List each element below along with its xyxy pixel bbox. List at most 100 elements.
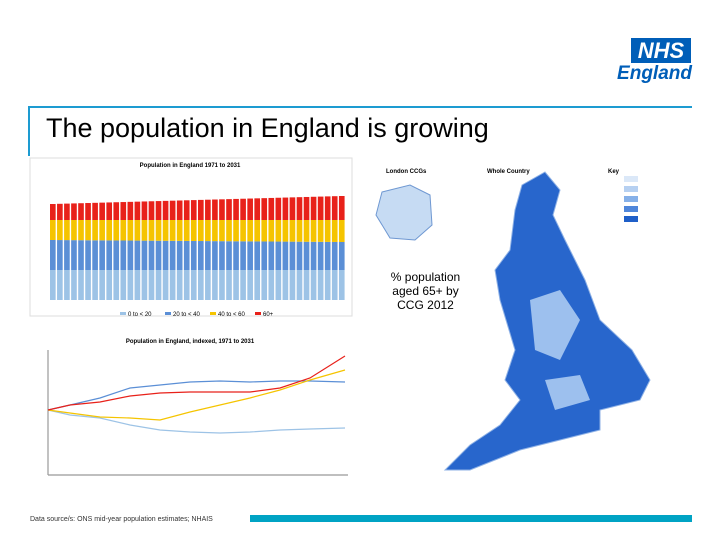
bar-segment	[162, 270, 169, 300]
bar-segment	[92, 220, 98, 241]
map-panel-label: London CCGs	[386, 169, 427, 175]
legend-label: 60+	[263, 312, 274, 318]
logo-mark: NHS	[631, 38, 691, 63]
bar-segment	[219, 199, 225, 220]
legend: 0 to < 20 20 to < 40 40 to < 60 60+	[120, 312, 274, 318]
bar-segment	[275, 220, 282, 242]
bar-segment	[275, 241, 282, 270]
bar-segment	[324, 270, 331, 300]
bar-segment	[169, 220, 176, 241]
bar-segment	[233, 220, 239, 242]
bar-segment	[205, 220, 211, 242]
legend-swatch	[255, 312, 261, 315]
bar-segment	[71, 220, 77, 241]
bar-segment	[155, 240, 162, 270]
bar-segment	[324, 196, 331, 220]
bar-segment	[261, 241, 268, 270]
bar-segment	[92, 202, 98, 220]
bar-segment	[190, 270, 197, 300]
bar-segment	[71, 240, 77, 270]
bar-segment	[155, 201, 162, 220]
bar-segment	[183, 240, 190, 270]
legend-swatch	[120, 312, 126, 315]
footer-band	[28, 515, 692, 522]
bar-segment	[324, 241, 331, 270]
bar-segment	[226, 220, 232, 242]
bar-segment	[162, 220, 169, 241]
bar-segment	[92, 240, 98, 270]
bar-segment	[50, 204, 56, 220]
bar-segment	[240, 241, 246, 270]
bar-segment	[317, 241, 324, 270]
key-swatch	[624, 186, 638, 192]
bar-segment	[50, 240, 56, 270]
bar-segment	[176, 270, 183, 300]
bar-segment	[78, 220, 84, 241]
bar-segment	[78, 240, 84, 270]
bar-segment	[226, 241, 232, 270]
map-panel-label: Whole Country	[487, 169, 530, 175]
bar-segment	[162, 200, 169, 220]
bar-segment	[289, 197, 296, 220]
bar-segment	[317, 270, 324, 300]
bar-segment	[296, 270, 303, 300]
bar-segment	[127, 201, 134, 220]
bar-segment	[282, 270, 289, 300]
bar-segment	[176, 220, 183, 241]
bar-segment	[113, 202, 120, 220]
bar-segment	[303, 241, 310, 270]
bar-segment	[57, 270, 63, 300]
bar-segment	[141, 201, 148, 220]
line-chart-title: Population in England, indexed, 1971 to …	[126, 339, 255, 345]
bar-segment	[120, 270, 127, 300]
bar-segment	[190, 220, 197, 241]
bar-segment	[324, 220, 331, 242]
london-map	[375, 184, 433, 241]
bar-segment	[176, 200, 183, 220]
bar-segment	[247, 241, 253, 270]
bar-segment	[261, 198, 268, 220]
bar-segment	[205, 241, 211, 270]
bar-segment	[99, 270, 105, 300]
bar-segment	[317, 196, 324, 220]
bar-segment	[198, 220, 204, 242]
bar-segment	[338, 270, 345, 300]
bar-segment	[331, 270, 338, 300]
bar-segment	[120, 220, 127, 241]
bar-segment	[190, 240, 197, 270]
bar-segment	[57, 203, 63, 220]
bar-segment	[183, 220, 190, 241]
bar-segment	[113, 270, 120, 300]
bar-segment	[169, 240, 176, 270]
bar-segment	[155, 220, 162, 241]
key-swatch	[624, 176, 638, 182]
bar-segment	[275, 197, 282, 220]
bar-segment	[254, 270, 261, 300]
bar-segment	[169, 200, 176, 220]
bar-segment	[183, 200, 190, 220]
bar-segment	[331, 196, 338, 220]
bar-segment	[64, 240, 70, 270]
bar-segment	[338, 242, 345, 270]
bar-chart-title: Population in England 1971 to 2031	[140, 163, 241, 169]
bar-segment	[296, 241, 303, 270]
bar-segment	[310, 220, 317, 242]
bar-segment	[134, 220, 141, 241]
bar-segment	[71, 270, 77, 300]
legend-label: 40 to < 60	[218, 312, 246, 318]
key-swatch	[624, 206, 638, 212]
slide-title: The population in England is growing	[46, 113, 489, 143]
bar-segment	[148, 201, 155, 220]
line	[47, 355, 346, 411]
bar-segment	[141, 240, 148, 270]
bar-segment	[240, 198, 246, 220]
bar-segment	[338, 220, 345, 242]
map-key	[624, 176, 638, 222]
bar-segment	[310, 241, 317, 270]
bar-segment	[134, 201, 141, 220]
bar-segment	[282, 197, 289, 220]
bar-segment	[289, 241, 296, 270]
bar-segment	[205, 199, 211, 220]
bar-segment	[106, 220, 113, 241]
bar-segment	[198, 270, 204, 300]
